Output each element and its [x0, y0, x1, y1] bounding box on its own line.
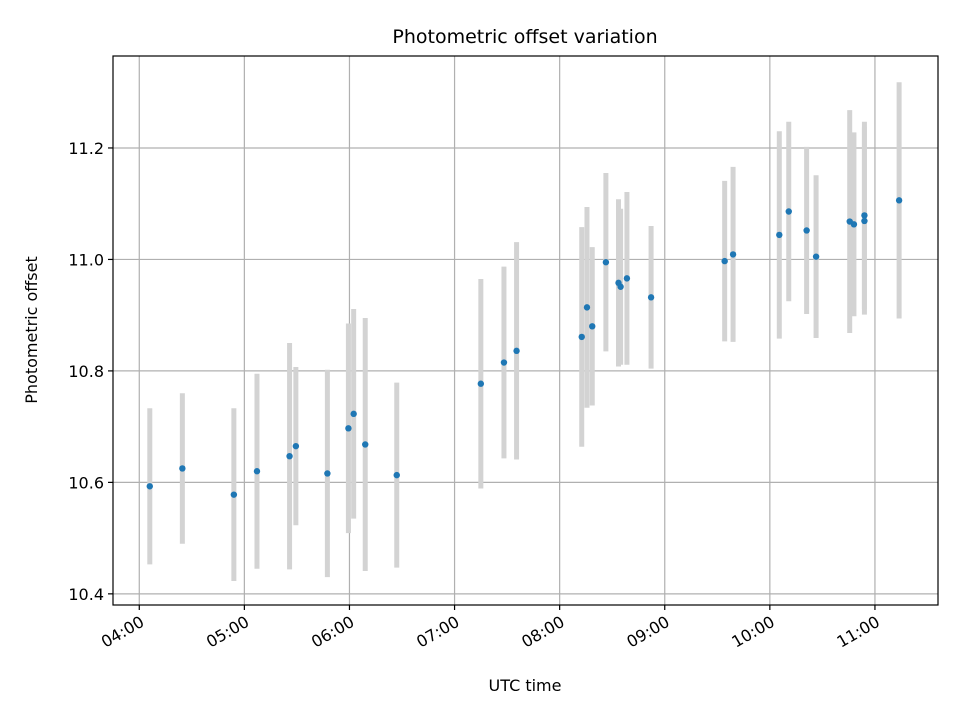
data-point	[477, 380, 485, 387]
data-point	[861, 212, 868, 219]
data-point	[602, 259, 610, 266]
chart-title: Photometric offset variation	[392, 26, 657, 48]
data-point	[776, 231, 783, 239]
data-point	[721, 257, 728, 265]
data-point	[803, 227, 810, 234]
y-tick-label: 11.0	[68, 250, 104, 269]
data-point	[393, 471, 400, 479]
data-point	[617, 283, 624, 290]
error-bars	[147, 82, 902, 582]
grid-lines	[113, 56, 938, 605]
data-point	[861, 217, 868, 225]
y-tick-label: 10.4	[68, 585, 104, 604]
y-axis-label: Photometric offset	[22, 256, 41, 404]
data-point	[812, 253, 820, 260]
x-tick-label: 07:00	[413, 612, 462, 652]
data-point	[286, 452, 293, 460]
data-point	[589, 323, 596, 330]
data-point	[230, 491, 238, 498]
x-axis-label: UTC time	[489, 676, 562, 695]
data-point	[729, 251, 737, 258]
data-point	[345, 425, 352, 432]
data-point	[513, 347, 520, 355]
data-point	[362, 441, 369, 448]
x-tick-label: 05:00	[203, 612, 252, 652]
x-tick-label: 08:00	[518, 612, 567, 652]
data-point	[146, 483, 153, 490]
plot-frame	[112, 55, 939, 606]
axis-ticks: 04:00 05:00 06:00 07:00 08:00 09:00 10:00 11:00…	[68, 139, 883, 652]
x-tick-label: 09:00	[623, 612, 672, 652]
data-point	[850, 221, 858, 228]
data-points	[146, 197, 903, 498]
data-point	[895, 197, 903, 204]
data-point	[578, 333, 585, 341]
x-tick-label: 11:00	[834, 612, 883, 652]
data-point	[350, 410, 357, 418]
data-point	[324, 470, 331, 477]
data-point	[292, 442, 300, 450]
data-point	[179, 465, 186, 472]
y-tick-label: 10.8	[68, 362, 104, 381]
x-tick-label: 04:00	[98, 612, 147, 652]
data-point	[785, 208, 792, 215]
data-point	[647, 294, 655, 301]
y-tick-label: 11.2	[68, 139, 104, 158]
y-tick-label: 10.6	[68, 473, 104, 492]
data-point	[583, 304, 591, 311]
data-point	[253, 468, 261, 475]
data-point	[623, 275, 631, 282]
x-tick-label: 06:00	[308, 612, 357, 652]
x-tick-label: 10:00	[728, 612, 777, 652]
data-point	[500, 359, 508, 366]
